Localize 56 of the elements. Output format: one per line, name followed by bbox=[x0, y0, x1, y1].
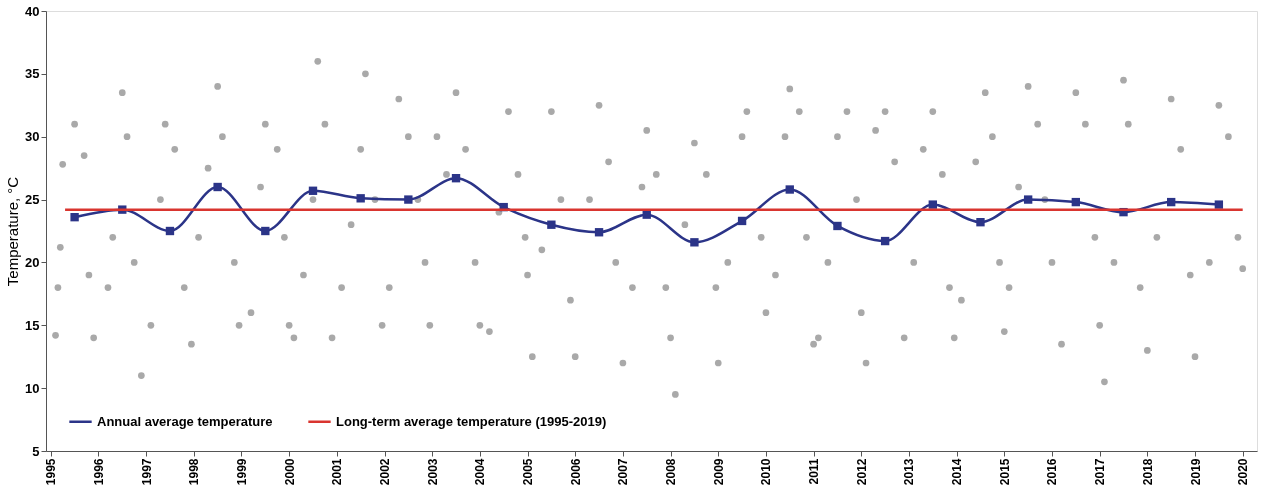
y-tick-label: 30 bbox=[25, 129, 40, 145]
x-tick-label: 2012 bbox=[854, 458, 869, 486]
point bbox=[1071, 197, 1081, 207]
point bbox=[737, 216, 747, 226]
x-tick-label: 2000 bbox=[282, 458, 297, 486]
point bbox=[547, 220, 556, 229]
x-tick-label: 2005 bbox=[521, 458, 536, 486]
x-tick-label: 2020 bbox=[1236, 458, 1251, 486]
x-tick-label: 1999 bbox=[234, 458, 249, 486]
point bbox=[1023, 195, 1033, 204]
x-tick-label: 2013 bbox=[902, 458, 917, 486]
legend-label: Annual average temperature bbox=[97, 413, 273, 429]
x-tick-label: 2007 bbox=[616, 458, 631, 486]
x-tick-label: 2018 bbox=[1140, 458, 1155, 486]
y-tick-label: 5 bbox=[32, 443, 40, 459]
y-tick-label: 10 bbox=[25, 380, 40, 396]
point bbox=[70, 212, 79, 222]
point bbox=[976, 218, 985, 227]
point bbox=[833, 221, 842, 231]
point bbox=[1167, 197, 1176, 207]
x-tick-label: 1997 bbox=[139, 458, 154, 486]
y-axis-title: Temperature, °C bbox=[4, 176, 22, 287]
y-tick-label: 20 bbox=[25, 254, 40, 270]
x-tick-label: 2006 bbox=[568, 458, 583, 486]
x-tick-label: 2003 bbox=[425, 458, 440, 486]
x-tick-label: 2019 bbox=[1188, 458, 1203, 486]
legend-label: Long-term average temperature (1995-2019) bbox=[336, 413, 607, 429]
x-tick-label: 1998 bbox=[187, 458, 202, 486]
x-tick-label: 2017 bbox=[1093, 458, 1108, 486]
point bbox=[165, 226, 175, 236]
point bbox=[451, 174, 461, 183]
y-tick-label: 25 bbox=[25, 192, 40, 208]
x-tick-label: 2011 bbox=[807, 458, 822, 485]
y-tick-label: 15 bbox=[25, 317, 40, 333]
x-tick-label: 1995 bbox=[44, 458, 59, 486]
y-tick-label: 40 bbox=[25, 3, 40, 19]
point bbox=[880, 236, 890, 246]
x-tick-label: 2009 bbox=[711, 458, 726, 486]
point bbox=[308, 186, 318, 195]
x-tick-label: 2004 bbox=[473, 458, 488, 486]
point bbox=[594, 228, 604, 237]
x-tick-label: 2001 bbox=[330, 458, 345, 486]
x-tick-label: 1996 bbox=[91, 458, 106, 486]
point bbox=[404, 195, 413, 204]
x-tick-label: 2016 bbox=[1045, 458, 1060, 486]
x-tick-label: 2015 bbox=[997, 458, 1012, 486]
x-tick-label: 2014 bbox=[950, 458, 965, 486]
point bbox=[690, 238, 699, 247]
point bbox=[785, 185, 794, 194]
y-tick-label: 35 bbox=[25, 66, 40, 82]
x-tick-label: 2008 bbox=[664, 458, 679, 486]
x-tick-label: 2002 bbox=[378, 458, 393, 486]
point bbox=[213, 182, 222, 192]
point bbox=[261, 226, 270, 236]
point bbox=[356, 194, 365, 203]
x-tick-label: 2010 bbox=[759, 458, 774, 486]
